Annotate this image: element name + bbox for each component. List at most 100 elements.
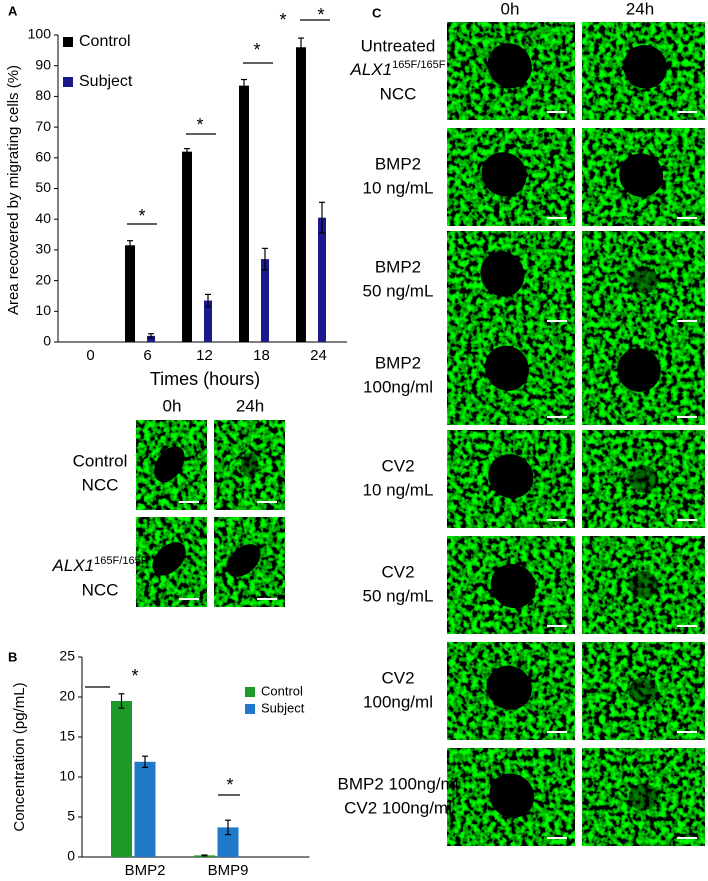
y-tick-label: 25: [59, 648, 75, 664]
column-header: 24h: [626, 0, 654, 18]
significance-star: *: [138, 206, 145, 226]
significance-star: *: [196, 115, 203, 135]
error-bar: [205, 293, 211, 308]
y-tick-label: 60: [35, 149, 51, 165]
error-bar: [148, 333, 154, 339]
y-tick-label: 90: [35, 56, 51, 72]
error-bar: [142, 755, 148, 769]
error-bar: [184, 147, 190, 156]
wound-area: [480, 251, 525, 297]
bar: [125, 245, 135, 342]
wound-area: [484, 345, 529, 391]
bar: [111, 701, 132, 857]
label-italic: ALX1: [51, 556, 94, 575]
x-tick-label: BMP9: [208, 862, 249, 879]
wound-area: [628, 783, 659, 811]
wound-area: [623, 44, 668, 89]
legend-swatch: [63, 77, 73, 87]
image-label: NCC: [82, 580, 119, 599]
y-tick-label: 50: [35, 179, 51, 195]
legend-label: Subject: [79, 73, 133, 90]
image-label: NCC: [380, 84, 417, 103]
error-bar: [319, 201, 325, 234]
x-tick-label: BMP2: [125, 862, 166, 879]
wound-area: [628, 266, 659, 294]
x-tick-label: 6: [143, 347, 151, 364]
y-tick-label: 40: [35, 210, 51, 226]
bar: [147, 335, 155, 342]
image-label: Control: [73, 451, 128, 470]
bar: [239, 85, 249, 342]
wound-area: [481, 152, 527, 197]
image-label: Untreated: [361, 36, 436, 55]
column-header: 0h: [501, 0, 520, 18]
label-superscript: 165F/165F: [392, 59, 446, 71]
panel-label: B: [8, 649, 17, 664]
y-axis-label: Concentration (pg/mL): [11, 682, 28, 831]
panel-label: A: [8, 3, 18, 18]
significance-star: *: [279, 10, 286, 30]
error-bar: [127, 240, 133, 251]
wound-area: [226, 544, 261, 577]
legend-label: Subject: [261, 700, 305, 715]
wound-area: [487, 43, 532, 89]
wound-area: [619, 153, 664, 197]
wound-area: [628, 465, 659, 493]
image-label: ALX1165F/165F: [349, 59, 445, 80]
image-label: 50 ng/mL: [363, 586, 434, 605]
x-tick-label: 12: [196, 347, 213, 364]
y-tick-label: 70: [35, 118, 51, 134]
legend-label: Control: [261, 683, 303, 698]
significance-star: *: [226, 775, 233, 795]
y-tick-label: 20: [35, 271, 51, 287]
error-bar: [262, 247, 268, 271]
y-tick-label: 10: [59, 768, 75, 784]
error-bar: [298, 37, 304, 58]
image-label: 10 ng/mL: [363, 480, 434, 499]
legend-swatch: [63, 37, 73, 47]
image-label: 100ng/ml: [363, 692, 433, 711]
image-label: 100ng/ml: [363, 377, 433, 396]
significance-star: *: [317, 5, 324, 25]
image-label: 10 ng/mL: [363, 178, 434, 197]
image-label: 50 ng/mL: [363, 281, 434, 300]
x-tick-label: 18: [253, 347, 270, 364]
wound-area: [488, 454, 534, 499]
legend-label: Control: [79, 33, 131, 50]
y-tick-label: 20: [59, 688, 75, 704]
image-label: CV2 100ng/ml: [344, 798, 452, 817]
legend-swatch: [245, 687, 255, 697]
wound-area: [489, 773, 535, 818]
y-tick-label: 5: [67, 808, 75, 824]
significance-star: *: [131, 666, 138, 686]
image-label: CV2: [381, 562, 414, 581]
wound-area: [628, 571, 659, 599]
wound-area: [617, 348, 661, 392]
y-tick-label: 10: [35, 302, 51, 318]
x-tick-label: 0: [86, 347, 94, 364]
error-bar: [225, 819, 231, 836]
panel-label: C: [372, 5, 382, 20]
y-axis-label: Area recovered by migrating cells (%): [5, 65, 22, 315]
bar: [134, 761, 156, 857]
column-header: 0h: [163, 396, 182, 415]
image-label: BMP2 100ng/ml: [338, 774, 459, 793]
error-bar: [118, 693, 125, 709]
y-tick-label: 30: [35, 241, 51, 257]
wound-area: [490, 563, 536, 609]
bar: [182, 151, 192, 342]
wound-area: [154, 446, 185, 483]
image-label: BMP2: [375, 154, 421, 173]
image-label: BMP2: [375, 353, 421, 372]
image-label: ALX1165F/165F: [51, 555, 147, 576]
y-tick-label: 0: [43, 333, 51, 349]
label-superscript: 165F/165F: [94, 555, 148, 567]
bar: [204, 300, 212, 342]
y-tick-label: 0: [67, 848, 75, 864]
label-italic: ALX1: [349, 60, 392, 79]
x-tick-label: 24: [310, 347, 327, 364]
wound-area: [486, 665, 532, 710]
significance-star: *: [253, 40, 260, 60]
wound-area: [628, 677, 659, 705]
